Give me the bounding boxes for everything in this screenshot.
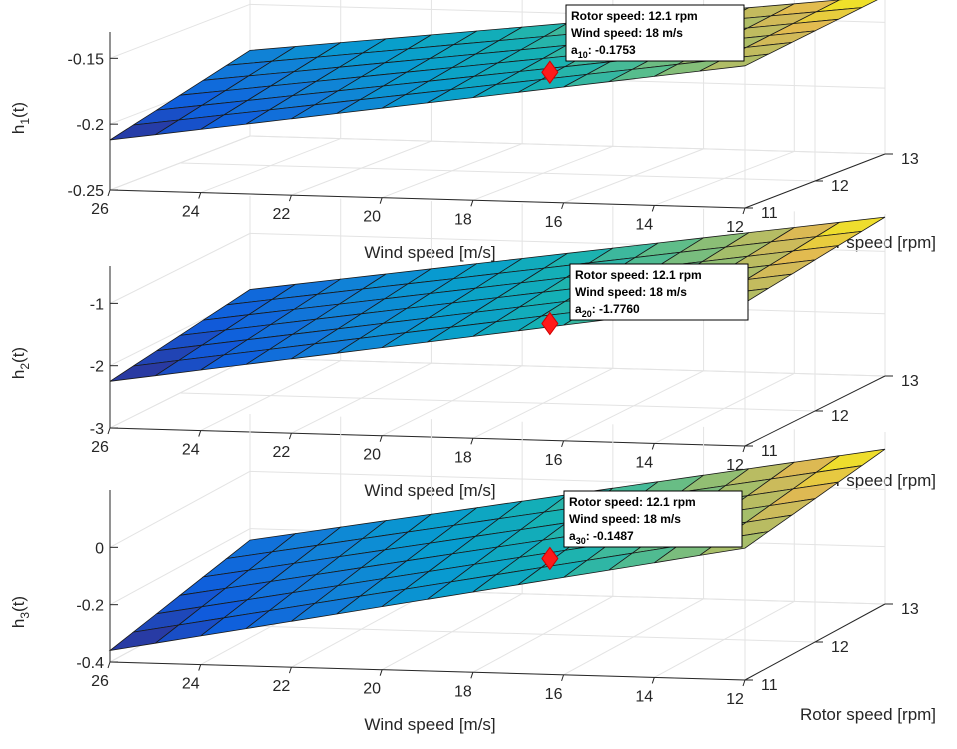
- surface-patch: [699, 53, 769, 72]
- y-tick-label: 13: [901, 373, 919, 390]
- x-tick-label: 20: [363, 681, 381, 698]
- datatip-value: a10: -0.1753: [571, 43, 636, 60]
- x-tick-label: 22: [273, 444, 291, 461]
- x-tick-label: 22: [273, 678, 291, 695]
- z-tick-label: -0.2: [76, 598, 104, 615]
- x-tick-label: 16: [545, 214, 563, 231]
- x-tick-label: 24: [182, 204, 200, 221]
- x-tick-label: 22: [273, 206, 291, 223]
- datatip-wind-speed: Wind speed: 18 m/s: [569, 512, 681, 526]
- datatip-value: a20: -1.7760: [575, 302, 640, 319]
- x-tick-label: 26: [91, 673, 109, 690]
- z-tick-label: -0.15: [68, 51, 105, 68]
- y-tick-label: 12: [831, 408, 849, 425]
- x-tick-label: 12: [726, 691, 744, 708]
- y-tick-label: 12: [831, 178, 849, 195]
- x-tick-label: 18: [454, 211, 472, 228]
- x-tick-label: 26: [91, 439, 109, 456]
- z-tick-label: -3: [90, 421, 104, 438]
- z-axis-label: h1(t): [9, 102, 32, 134]
- y-tick-label: 11: [761, 443, 778, 460]
- x-tick-label: 24: [182, 442, 200, 459]
- surface-plot-2: Rotor speed: 12.1 rpm Wind speed: 18 m/s a…: [9, 196, 936, 500]
- x-tick-label: 18: [454, 683, 472, 700]
- y-axis-label: Rotor speed [rpm]: [800, 705, 936, 724]
- x-axis-label: Wind speed [m/s]: [364, 243, 495, 262]
- z-tick-label: -0.4: [76, 655, 104, 672]
- z-tick-label: -0.2: [76, 117, 104, 134]
- x-tick-label: 26: [91, 201, 109, 218]
- z-axis-label: h2(t): [9, 347, 32, 379]
- surface-mesh: [109, 0, 878, 141]
- x-tick-label: 14: [635, 688, 653, 705]
- x-axis-label: Wind speed [m/s]: [364, 715, 495, 734]
- y-tick-label: 13: [901, 601, 919, 618]
- datatip-marker[interactable]: [541, 60, 559, 85]
- z-tick-label: -1: [90, 296, 104, 313]
- surface-plot-1: Rotor speed: 12.1 rpm Wind speed: 18 m/s a…: [9, 0, 936, 262]
- x-tick-label: 16: [545, 686, 563, 703]
- datatip-rotor-speed: Rotor speed: 12.1 rpm: [569, 495, 696, 509]
- z-axis-label: h3(t): [9, 596, 32, 628]
- datatip-box[interactable]: Rotor speed: 12.1 rpm Wind speed: 18 m/s a…: [565, 4, 745, 62]
- datatip-box[interactable]: Rotor speed: 12.1 rpm Wind speed: 18 m/s a…: [563, 490, 743, 548]
- datatip-wind-speed: Wind speed: 18 m/s: [575, 285, 687, 299]
- surface-mesh: [109, 216, 886, 382]
- x-tick-label: 20: [363, 209, 381, 226]
- z-tick-label: -0.25: [68, 183, 105, 200]
- x-tick-label: 16: [545, 452, 563, 469]
- x-tick-label: 14: [635, 454, 653, 471]
- datatip-rotor-speed: Rotor speed: 12.1 rpm: [571, 9, 698, 23]
- x-axis-label: Wind speed [m/s]: [364, 481, 495, 500]
- x-tick-label: 14: [635, 216, 653, 233]
- surface-plot-3: Rotor speed: 12.1 rpm Wind speed: 18 m/s a…: [9, 414, 936, 734]
- y-tick-label: 11: [761, 205, 778, 222]
- datatip-marker[interactable]: [541, 311, 559, 336]
- y-tick-label: 13: [901, 151, 919, 168]
- surface-mesh: [108, 448, 886, 652]
- x-tick-label: 18: [454, 449, 472, 466]
- y-tick-label: 12: [831, 639, 849, 656]
- x-tick-label: 20: [363, 447, 381, 464]
- datatip-marker[interactable]: [541, 546, 559, 571]
- z-tick-label: 0: [95, 540, 104, 557]
- datatip-rotor-speed: Rotor speed: 12.1 rpm: [575, 268, 702, 282]
- x-tick-label: 24: [182, 676, 200, 693]
- y-tick-label: 11: [761, 677, 778, 694]
- z-tick-label: -2: [90, 359, 104, 376]
- x-tick-label: 12: [726, 219, 744, 236]
- datatip-wind-speed: Wind speed: 18 m/s: [571, 26, 683, 40]
- datatip-box[interactable]: Rotor speed: 12.1 rpm Wind speed: 18 m/s a…: [569, 263, 749, 321]
- datatip-value: a30: -0.1487: [569, 529, 634, 546]
